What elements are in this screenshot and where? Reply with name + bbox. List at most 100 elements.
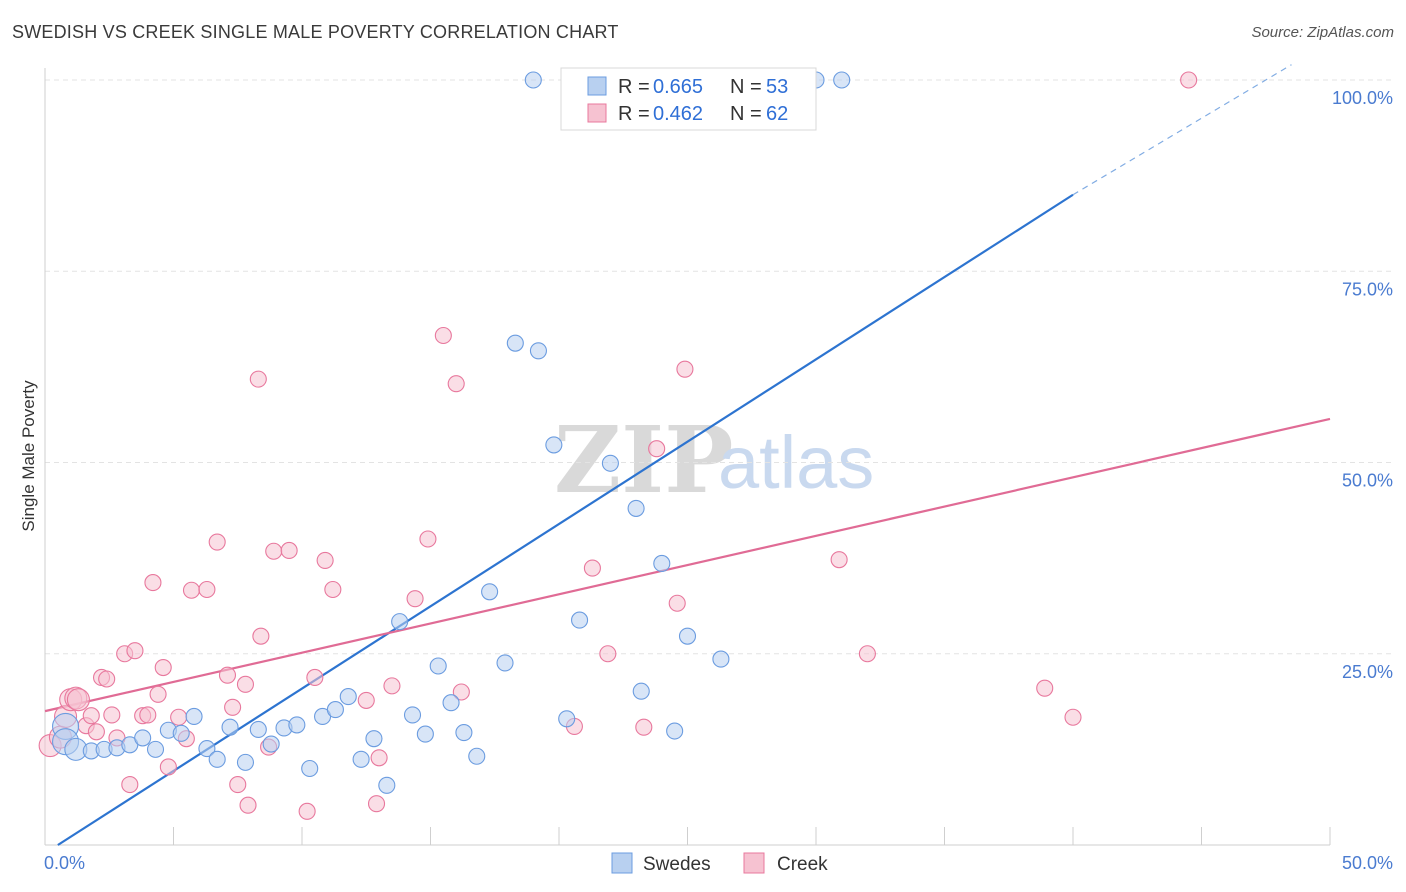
swedes-point (571, 611, 589, 629)
bottom-legend-swatch-creek (743, 852, 765, 874)
y-tick-label: 25.0% (1342, 662, 1393, 682)
creek-point (236, 675, 255, 693)
creek-point (1180, 71, 1198, 89)
axes (44, 68, 1331, 846)
swedes-point (442, 694, 460, 712)
creek-trendline (44, 417, 1331, 713)
swedes-point (468, 747, 486, 765)
creek-point (676, 360, 694, 378)
creek-point (252, 627, 270, 645)
series-legend: Swedes Creek (611, 852, 828, 875)
creek-point (66, 688, 90, 712)
legend-n-value-creek: 62 (766, 103, 788, 125)
creek-point (149, 685, 167, 703)
creek-point (452, 683, 470, 701)
creek-point (126, 642, 144, 660)
data-points (38, 71, 1198, 820)
creek-point (357, 691, 375, 709)
creek-point (635, 718, 653, 736)
legend-swatch-swedes (587, 76, 607, 96)
legend-n-value-swedes: 53 (766, 76, 788, 98)
bottom-legend-swatch-swedes (611, 852, 633, 874)
creek-point (249, 370, 267, 388)
creek-point (599, 645, 617, 663)
creek-point (139, 706, 157, 724)
legend-n-label-swedes: N = (730, 76, 762, 98)
swedes-point (288, 716, 306, 734)
swedes-point (301, 759, 319, 778)
swedes-point (134, 729, 152, 747)
swedes-trendline (57, 193, 1074, 846)
creek-point (218, 666, 237, 684)
creek-point (224, 698, 242, 716)
swedes-point (236, 753, 255, 771)
swedes-point (249, 720, 267, 739)
swedes-point (545, 436, 563, 454)
swedes-point (326, 701, 344, 719)
chart-title: SWEDISH VS CREEK SINGLE MALE POVERTY COR… (12, 22, 619, 42)
creek-point (367, 795, 386, 813)
tick-labels: 25.0% 50.0% 75.0% 100.0% 0.0% 50.0% (44, 88, 1393, 873)
gridlines (45, 79, 1395, 655)
swedes-point (627, 499, 645, 517)
swedes-point (339, 688, 357, 706)
creek-point (239, 796, 257, 814)
swedes-point (365, 730, 383, 748)
swedes-point (429, 657, 447, 675)
swedes-point (185, 707, 203, 726)
trendlines (44, 64, 1331, 846)
bottom-legend-label-creek: Creek (777, 854, 828, 875)
creek-point (447, 375, 465, 393)
swedes-point (481, 583, 499, 601)
creek-point (103, 706, 121, 724)
creek-point (434, 326, 452, 345)
swedes-point (146, 740, 165, 758)
creek-point (121, 776, 139, 794)
creek-point (648, 440, 666, 458)
swedes-point (833, 71, 851, 89)
creek-point (229, 776, 247, 794)
swedes-point (506, 334, 524, 352)
y-tick-label: 100.0% (1332, 88, 1393, 108)
creek-point (419, 530, 437, 548)
creek-point (182, 581, 201, 599)
creek-point (208, 533, 226, 551)
swedes-point (416, 725, 434, 743)
swedes-point (455, 723, 473, 742)
swedes-point (391, 613, 409, 631)
swedes-point (262, 735, 280, 753)
y-tick-label: 50.0% (1342, 471, 1393, 491)
swedes-point (712, 650, 730, 668)
swedes-point (403, 706, 422, 724)
swedes-point (524, 71, 542, 89)
creek-point (324, 580, 342, 599)
creek-point (198, 580, 216, 599)
swedes-point (221, 718, 239, 736)
creek-point (159, 758, 177, 776)
legend-r-value-creek: 0.462 (653, 103, 703, 125)
swedes-point (496, 654, 514, 672)
swedes-point (529, 342, 547, 360)
swedes-point (378, 776, 396, 794)
creek-point (280, 541, 298, 560)
swedes-point (558, 710, 576, 728)
creek-point (830, 551, 848, 569)
creek-point (316, 551, 334, 569)
creek-point (1036, 679, 1054, 697)
creek-point (154, 658, 172, 677)
bottom-legend-label-swedes: Swedes (643, 854, 711, 875)
creek-point (298, 802, 316, 820)
swedes-trendline-extension (1072, 64, 1292, 196)
swedes-point (172, 724, 190, 742)
swedes-point (601, 454, 619, 472)
creek-point (265, 542, 283, 560)
creek-point (406, 590, 424, 608)
chart-source: Source: ZipAtlas.com (1251, 24, 1394, 41)
creek-point (98, 670, 116, 688)
swedes-point (208, 750, 226, 768)
creek-point (306, 668, 324, 687)
x-tick-label: 0.0% (44, 853, 85, 873)
swedes-point (632, 682, 650, 700)
creek-point (87, 723, 105, 741)
